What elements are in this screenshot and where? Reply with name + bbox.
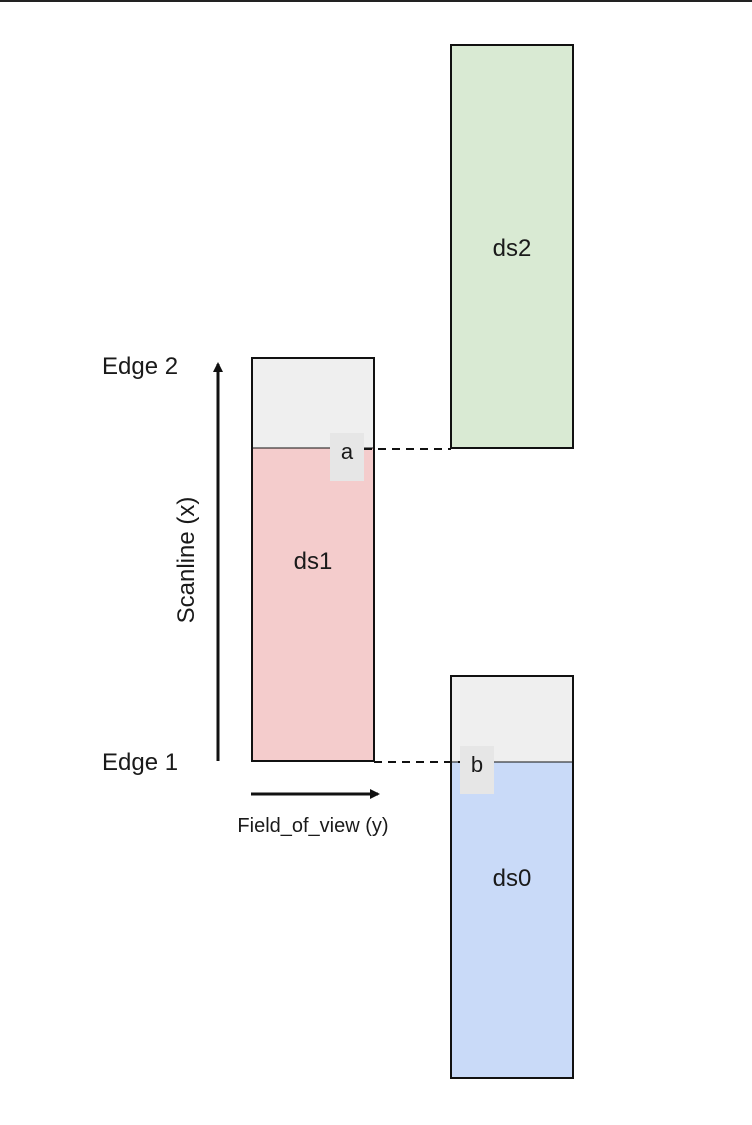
point-b-marker: b [460,746,494,794]
ds0-label: ds0 [493,865,532,892]
dataset-ds1: ds1 [251,357,375,762]
ds1-label: ds1 [294,548,333,575]
edge-1-label: Edge 1 [102,749,178,776]
ds0-outline [450,675,574,1079]
ds0-rect [451,762,573,1078]
point-a-box [330,433,364,481]
point-a-marker: a [330,433,364,481]
dataset-ds0: ds0 [450,675,574,1079]
ds1-outline [251,357,375,762]
point-a-label: a [341,439,354,464]
point-b-box [460,746,494,794]
fov-axis-label: Field_of_view (y) [237,815,388,837]
dataset-ds2: ds2 [450,44,574,449]
ds2-label: ds2 [493,235,532,262]
scanline-axis-label: Scanline (x) [173,497,200,624]
ds2-rect [450,44,574,449]
edge-2-label: Edge 2 [102,353,178,380]
ds1-rect [252,448,374,761]
point-b-label: b [471,752,483,777]
